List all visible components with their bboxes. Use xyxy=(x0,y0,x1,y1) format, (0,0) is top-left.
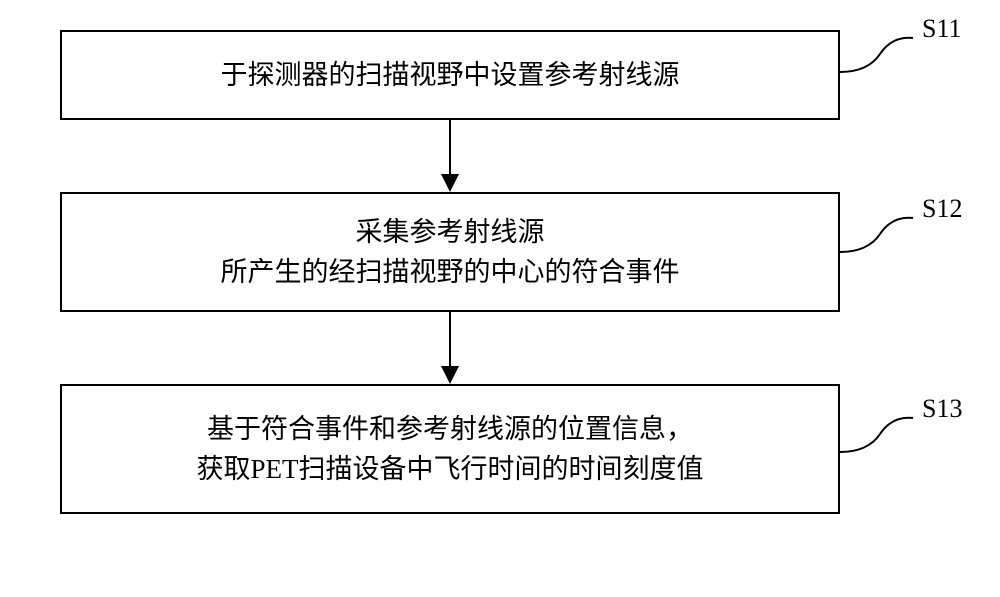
arrow-s11-s12 xyxy=(60,120,840,192)
step-label-s13: S13 xyxy=(922,394,962,424)
step-text-s13: 基于符合事件和参考射线源的位置信息， 获取PET扫描设备中飞行时间的时间刻度值 xyxy=(196,409,703,490)
flowchart-container: 于探测器的扫描视野中设置参考射线源 S11 采集参考射线源 所产生的经扫描视野的… xyxy=(60,30,940,514)
step-label-s11: S11 xyxy=(922,14,962,44)
step-box-s13: 基于符合事件和参考射线源的位置信息， 获取PET扫描设备中飞行时间的时间刻度值 xyxy=(60,384,840,514)
label-curve-s13 xyxy=(838,410,918,470)
step-label-s12: S12 xyxy=(922,194,962,224)
arrow-s12-s13 xyxy=(60,312,840,384)
label-curve-s11 xyxy=(838,30,918,90)
step-box-s12: 采集参考射线源 所产生的经扫描视野的中心的符合事件 xyxy=(60,192,840,312)
step-box-s11: 于探测器的扫描视野中设置参考射线源 xyxy=(60,30,840,120)
step-text-s12: 采集参考射线源 所产生的经扫描视野的中心的符合事件 xyxy=(221,212,680,293)
label-curve-s12 xyxy=(838,210,918,270)
step-text-s11: 于探测器的扫描视野中设置参考射线源 xyxy=(221,55,680,96)
